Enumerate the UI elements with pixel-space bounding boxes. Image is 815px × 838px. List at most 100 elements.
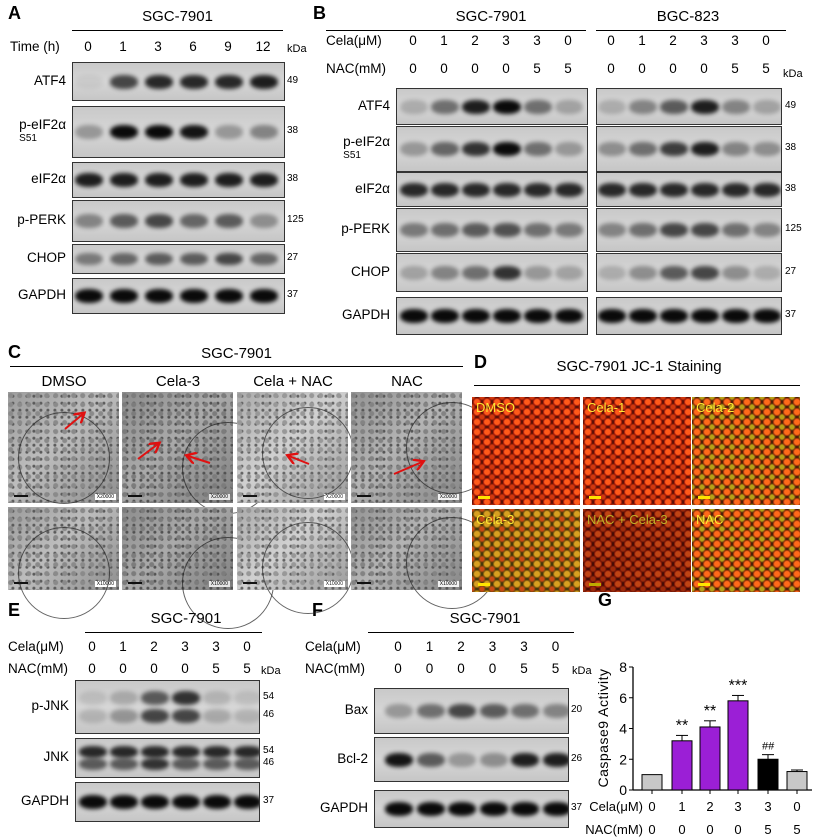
panel-b-cell-line-2: BGC-823 bbox=[656, 8, 720, 25]
protein-band bbox=[431, 309, 459, 323]
cela-tick-label: 1 bbox=[678, 799, 685, 814]
molecular-weight: 26 bbox=[571, 752, 583, 764]
molecular-weight: 37 bbox=[785, 309, 797, 320]
protein-band bbox=[629, 182, 657, 197]
protein-label: p-PERK bbox=[341, 221, 390, 236]
protein-band bbox=[479, 704, 508, 718]
protein-band bbox=[141, 691, 169, 706]
protein-band bbox=[493, 99, 521, 114]
protein-band bbox=[79, 708, 107, 723]
magnification-label: X20000 bbox=[323, 494, 345, 500]
y-tick-label: 0 bbox=[619, 782, 627, 798]
cela-label: Cela(μM) bbox=[305, 639, 361, 654]
protein-name: Bax bbox=[344, 702, 368, 717]
blot-bgc-CHOP bbox=[596, 253, 782, 292]
scale-bar bbox=[128, 582, 142, 584]
molecular-weight: 46 bbox=[263, 757, 275, 769]
protein-name: p-JNK bbox=[31, 698, 69, 713]
blot-ATF4 bbox=[72, 62, 285, 101]
protein-band bbox=[75, 74, 103, 89]
divider bbox=[474, 385, 800, 386]
nac-dose: 0 bbox=[638, 61, 646, 76]
tem-image: X20000 bbox=[237, 392, 354, 503]
blot-bgc-p-PERK bbox=[596, 208, 782, 252]
blot-CHOP bbox=[72, 244, 285, 274]
nucleus-outline bbox=[18, 527, 110, 619]
nac-dose: 0 bbox=[607, 61, 615, 76]
protein-band bbox=[555, 142, 583, 156]
protein-band bbox=[722, 99, 750, 114]
protein-name: p-PERK bbox=[17, 212, 66, 227]
protein-band bbox=[542, 752, 568, 767]
protein-band bbox=[493, 182, 521, 197]
protein-band bbox=[75, 289, 103, 303]
scale-bar bbox=[698, 496, 710, 499]
protein-band bbox=[203, 758, 231, 771]
nac-dose: 5 bbox=[762, 61, 770, 76]
divider bbox=[326, 30, 586, 31]
scale-bar bbox=[589, 496, 601, 499]
cela-dose: 2 bbox=[150, 639, 158, 654]
protein-band bbox=[172, 745, 200, 758]
cela-label: Cela(μM) bbox=[326, 33, 382, 48]
condition-label: DMSO bbox=[476, 400, 515, 415]
protein-band bbox=[629, 223, 657, 237]
protein-band bbox=[250, 125, 278, 139]
condition-label: Cela-1 bbox=[587, 400, 626, 415]
protein-band bbox=[145, 289, 173, 303]
scale-bar bbox=[243, 495, 257, 497]
protein-band bbox=[691, 182, 719, 197]
protein-band bbox=[180, 252, 208, 266]
protein-band bbox=[79, 795, 107, 809]
cela-dose: 3 bbox=[181, 639, 189, 654]
nac-dose: 5 bbox=[731, 61, 739, 76]
cela-tick-label: 0 bbox=[793, 799, 800, 814]
protein-band bbox=[145, 74, 173, 89]
cela-dose: 0 bbox=[607, 33, 615, 48]
jc1-image: DMSO bbox=[472, 397, 580, 505]
protein-band bbox=[79, 758, 107, 771]
protein-name: GAPDH bbox=[319, 800, 368, 815]
protein-band bbox=[400, 99, 428, 114]
protein-band bbox=[75, 125, 103, 139]
protein-band bbox=[722, 223, 750, 237]
jc1-image: Cela-2 bbox=[692, 397, 800, 505]
group-label: DMSO bbox=[41, 373, 87, 390]
jc1-image: NAC + Cela-3 bbox=[583, 509, 691, 592]
protein-band bbox=[250, 74, 278, 89]
protein-band bbox=[431, 142, 459, 156]
protein-band bbox=[629, 309, 657, 323]
cela-dose: 0 bbox=[762, 33, 770, 48]
protein-band bbox=[462, 223, 490, 237]
cela-label: Cela(μM) bbox=[8, 639, 64, 654]
nac-dose: 0 bbox=[394, 661, 402, 676]
molecular-weight: 20 bbox=[571, 704, 583, 715]
protein-band bbox=[203, 708, 231, 723]
cela-dose: 1 bbox=[440, 33, 448, 48]
panel-f-cell-line: SGC-7901 bbox=[449, 610, 521, 627]
protein-band bbox=[180, 214, 208, 228]
panel-d-label: D bbox=[474, 352, 487, 372]
protein-band bbox=[400, 265, 428, 280]
protein-band bbox=[598, 223, 626, 237]
protein-band bbox=[660, 99, 688, 114]
protein-band bbox=[400, 142, 428, 156]
nucleus-outline bbox=[262, 522, 354, 614]
protein-band bbox=[598, 309, 626, 323]
protein-band bbox=[431, 223, 459, 237]
time-point: 6 bbox=[189, 39, 197, 54]
blot-p-JNK bbox=[75, 680, 260, 734]
divider bbox=[596, 30, 786, 31]
protein-band bbox=[416, 802, 445, 816]
tem-image: X10000 bbox=[351, 507, 498, 609]
nucleus-outline bbox=[262, 407, 354, 499]
protein-band bbox=[385, 752, 413, 767]
protein-label: GAPDH bbox=[18, 287, 66, 302]
nac-dose: 0 bbox=[700, 61, 708, 76]
kda-label: kDa bbox=[572, 665, 592, 677]
cela-dose: 3 bbox=[502, 33, 510, 48]
blot-eIF2α bbox=[72, 162, 285, 198]
protein-band bbox=[722, 265, 750, 280]
protein-band bbox=[79, 691, 107, 706]
protein-band bbox=[141, 708, 169, 723]
